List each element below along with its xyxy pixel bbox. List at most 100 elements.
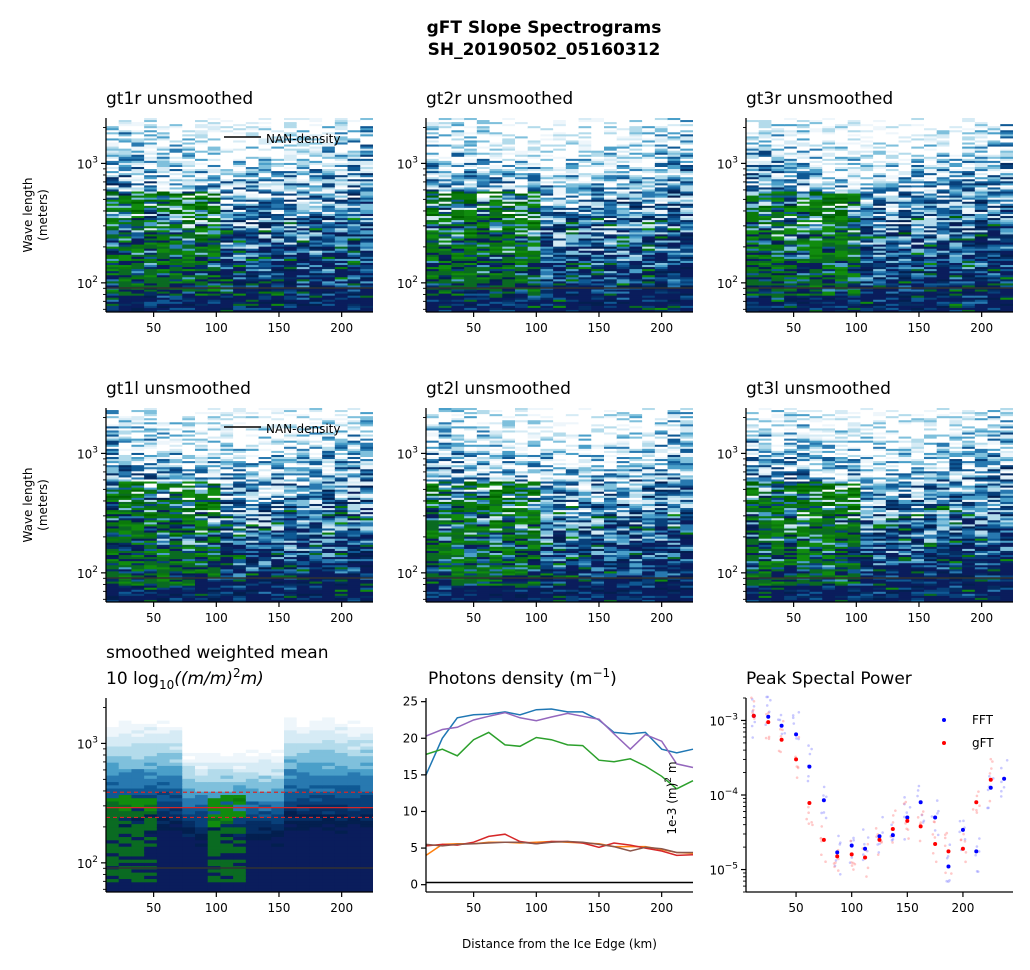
heatmap-cell	[284, 291, 298, 295]
heatmap-cell	[347, 285, 361, 289]
heatmap-cell	[258, 303, 272, 307]
heatmap-cell	[309, 185, 323, 189]
heatmap-cell	[207, 203, 222, 207]
heatmap-cell	[220, 175, 234, 178]
heatmap-cell	[654, 167, 669, 170]
heatmap-cell	[156, 132, 171, 135]
heatmap-cell	[591, 238, 605, 242]
heatmap-cell	[578, 122, 592, 125]
heatmap-cell	[464, 289, 478, 293]
heatmap-cell	[118, 144, 133, 148]
heatmap-cell	[489, 181, 503, 184]
heatmap-cell	[156, 162, 171, 166]
heatmap-cell	[654, 224, 669, 227]
heatmap-cell	[616, 199, 631, 203]
heatmap-cell	[296, 183, 311, 186]
heatmap-cell	[540, 169, 554, 172]
heatmap-cell	[438, 305, 453, 309]
heatmap-cell	[822, 211, 836, 215]
heatmap-cell	[118, 179, 133, 182]
heatmap-cell	[527, 287, 542, 291]
heatmap-cell	[835, 271, 849, 274]
heatmap-cell	[207, 130, 222, 133]
heatmap-cell	[667, 162, 681, 166]
heatmap-cell	[680, 287, 693, 291]
heatmap-cell	[169, 124, 183, 127]
heatmap-cell	[654, 134, 669, 137]
heatmap-cell	[847, 271, 862, 274]
heatmap-cell	[515, 169, 529, 172]
heatmap-cell	[360, 269, 373, 272]
heatmap-cell	[784, 238, 798, 242]
heatmap-cell	[489, 150, 503, 154]
heatmap-cell	[680, 236, 693, 240]
heatmap-cell	[426, 187, 440, 191]
heatmap-cell	[309, 207, 323, 211]
heatmap-cell	[106, 164, 120, 168]
heatmap-cell	[106, 254, 120, 258]
heatmap-cell	[296, 146, 311, 150]
heatmap-cell	[654, 199, 669, 203]
heatmap-cell	[309, 283, 323, 287]
heatmap-cell	[502, 164, 516, 168]
heatmap-cell	[578, 250, 592, 254]
heatmap-cell	[847, 162, 862, 166]
heatmap-cell	[426, 169, 440, 172]
heatmap-cell	[182, 246, 196, 250]
heatmap-cell	[565, 191, 580, 195]
heatmap-cell	[144, 195, 158, 199]
heatmap-cell	[106, 181, 120, 184]
heatmap-cell	[426, 234, 440, 238]
heatmap-cell	[347, 146, 361, 150]
heatmap-cell	[746, 120, 760, 123]
heatmap-cell	[746, 199, 760, 203]
heatmap-cell	[642, 238, 656, 242]
heatmap-cell	[796, 183, 811, 186]
heatmap-cell	[169, 130, 183, 133]
heatmap-cell	[527, 132, 542, 135]
heatmap-cell	[334, 134, 349, 137]
heatmap-cell	[464, 171, 478, 174]
heatmap-cell	[220, 281, 234, 285]
heatmap-cell	[156, 260, 171, 264]
heatmap-cell	[746, 171, 760, 174]
heatmap-cell	[106, 120, 120, 123]
heatmap-cell	[309, 230, 323, 233]
heatmap-cell	[515, 150, 529, 154]
heatmap-cell	[438, 301, 453, 305]
heatmap-cell	[616, 248, 631, 252]
heatmap-cell	[809, 154, 823, 158]
heatmap-cell	[771, 197, 785, 201]
heatmap-cell	[182, 303, 196, 307]
heatmap-cell	[464, 258, 478, 262]
heatmap-cell	[245, 140, 260, 144]
heatmap-cell	[347, 236, 361, 240]
heatmap-cell	[860, 144, 874, 148]
heatmap-cell	[169, 120, 183, 123]
heatmap-cell	[771, 293, 785, 297]
heatmap-cell	[860, 244, 874, 248]
heatmap-cell	[233, 195, 247, 199]
heatmap-cell	[565, 140, 580, 144]
heatmap-cell	[796, 281, 811, 285]
heatmap-cell	[565, 236, 580, 240]
heatmap-cell	[758, 175, 773, 178]
heatmap-cell	[771, 146, 785, 150]
heatmap-cell	[654, 185, 669, 189]
heatmap-cell	[426, 132, 440, 135]
heatmap-cell	[527, 150, 542, 154]
heatmap-cell	[809, 248, 823, 252]
heatmap-cell	[822, 152, 836, 156]
heatmap-cell	[502, 295, 516, 299]
heatmap-cell	[667, 128, 681, 131]
heatmap-cell	[233, 132, 247, 135]
heatmap-cell	[565, 260, 580, 264]
heatmap-cell	[334, 207, 349, 211]
heatmap-cell	[426, 146, 440, 150]
heatmap-cell	[258, 242, 272, 246]
heatmap-cell	[106, 201, 120, 205]
heatmap-cell	[334, 128, 349, 131]
heatmap-cell	[604, 191, 618, 195]
heatmap-cell	[565, 162, 580, 166]
heatmap-cell	[835, 236, 849, 240]
